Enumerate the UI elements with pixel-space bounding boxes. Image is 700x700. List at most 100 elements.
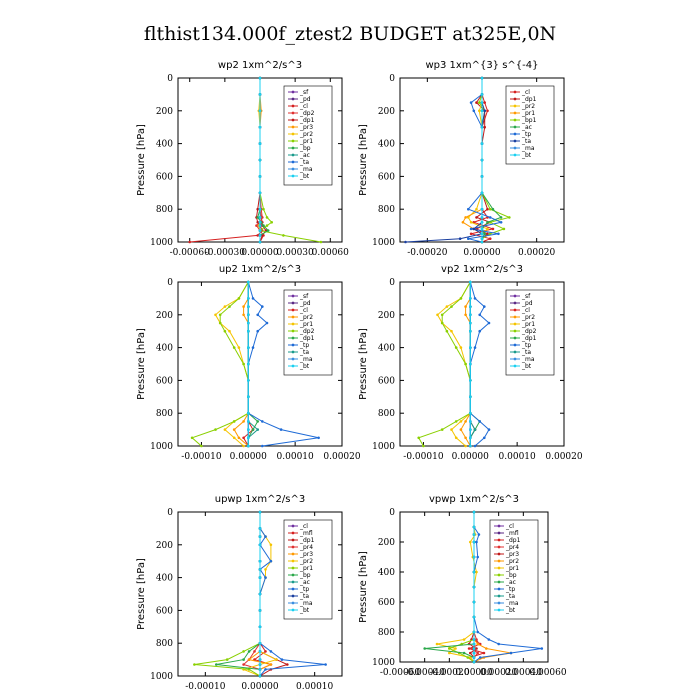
legend-label: _pd — [299, 300, 311, 307]
data-point — [473, 428, 477, 431]
data-point — [450, 305, 453, 308]
data-point — [480, 232, 484, 236]
data-point — [480, 101, 484, 104]
series-line-dp2 — [417, 281, 471, 447]
y-tick-label: 600 — [156, 376, 173, 386]
legend-marker — [513, 343, 517, 347]
data-point — [461, 221, 465, 224]
data-point — [436, 313, 439, 317]
legend-marker — [513, 111, 517, 115]
legend-marker — [513, 315, 517, 319]
data-point — [469, 411, 472, 415]
data-point — [464, 444, 467, 448]
data-point — [502, 227, 506, 231]
data-point — [480, 93, 484, 96]
legend-label: _tp — [299, 586, 309, 593]
legend-marker — [291, 587, 295, 591]
data-point — [482, 651, 486, 655]
legend-marker — [513, 132, 517, 136]
legend-label: _pr2 — [299, 131, 313, 138]
legend-label: _pr3 — [299, 551, 313, 558]
data-point — [251, 297, 255, 300]
legend-label: _sf — [299, 89, 309, 96]
data-point — [473, 444, 477, 448]
data-point — [404, 240, 407, 244]
data-point — [280, 658, 284, 661]
y-tick-label: 400 — [378, 140, 395, 150]
data-point — [264, 568, 267, 571]
legend-marker — [291, 146, 295, 150]
data-point — [258, 576, 262, 579]
plot-frame — [399, 281, 565, 447]
data-point — [247, 313, 250, 317]
legend-label: _ac — [299, 579, 310, 586]
data-point — [467, 207, 470, 211]
legend-label: _pr2 — [299, 558, 313, 565]
data-point — [480, 227, 484, 231]
data-point — [478, 313, 482, 317]
legend-label: _pr2 — [521, 103, 535, 110]
legend-label: _dp1 — [299, 117, 315, 124]
data-point — [261, 305, 264, 308]
legend-marker — [291, 559, 295, 563]
legend-marker — [291, 160, 295, 164]
legend-label: _bp — [299, 572, 311, 579]
legend-label: _pr1 — [521, 110, 535, 117]
legend-label: _pr3 — [299, 124, 313, 131]
y-tick-label: 800 — [156, 639, 173, 649]
legend-label: _dp1 — [521, 96, 537, 103]
data-point — [228, 329, 231, 333]
series-line-ac — [424, 512, 475, 662]
data-point — [258, 674, 262, 678]
legend-label: _dp2 — [299, 110, 315, 117]
data-point — [258, 76, 262, 80]
data-point — [469, 221, 473, 224]
figure-title: flthist134.000f_ztest2 BUDGET at325E,0N — [144, 23, 556, 45]
panel-title: wp3 1xm^{3} s^{-4} — [425, 60, 538, 71]
panel-4: vp2 1xm^2/s^3 Pressure [hPa] 0 200 400 600 800… — [358, 264, 583, 462]
data-point — [247, 650, 251, 653]
data-point — [269, 650, 273, 653]
data-point — [462, 638, 466, 641]
legend-marker — [291, 608, 295, 612]
data-point — [469, 656, 472, 659]
y-axis-label: Pressure [hPa] — [358, 124, 369, 196]
y-tick-label: 600 — [156, 606, 173, 616]
legend-label: _ma — [299, 356, 313, 363]
data-point — [247, 329, 250, 333]
data-point — [478, 329, 482, 333]
x-tick-label: -0.00030 — [205, 248, 246, 258]
y-tick-label: 1000 — [150, 442, 173, 452]
legend-label: _tp — [521, 342, 531, 349]
data-point — [450, 329, 453, 333]
series-line-dp1 — [247, 282, 259, 446]
data-point — [472, 600, 476, 604]
data-point — [258, 609, 262, 612]
legend-marker — [291, 545, 295, 549]
legend-label: _bt — [299, 173, 310, 180]
data-point — [269, 559, 273, 563]
panel-title: vp2 1xm^2/s^3 — [441, 264, 523, 275]
data-point — [480, 237, 484, 240]
legend-label: _bt — [521, 363, 532, 370]
data-point — [480, 221, 484, 224]
data-point — [469, 227, 473, 231]
data-point — [469, 329, 472, 333]
series-line-mfl — [253, 512, 273, 676]
data-point — [275, 658, 278, 661]
data-point — [242, 420, 245, 423]
legend-marker — [513, 97, 517, 101]
data-point — [286, 663, 289, 666]
legend-marker — [291, 139, 295, 143]
data-point — [282, 234, 285, 237]
legend-marker — [497, 545, 501, 549]
data-point — [258, 207, 262, 211]
legend-label: _bt — [505, 607, 516, 614]
data-point — [480, 216, 484, 219]
y-tick-label: 400 — [378, 568, 395, 578]
data-point — [237, 436, 241, 440]
legend-marker — [291, 364, 295, 368]
data-point — [218, 321, 222, 325]
data-point — [472, 227, 476, 231]
legend-marker — [513, 322, 517, 326]
